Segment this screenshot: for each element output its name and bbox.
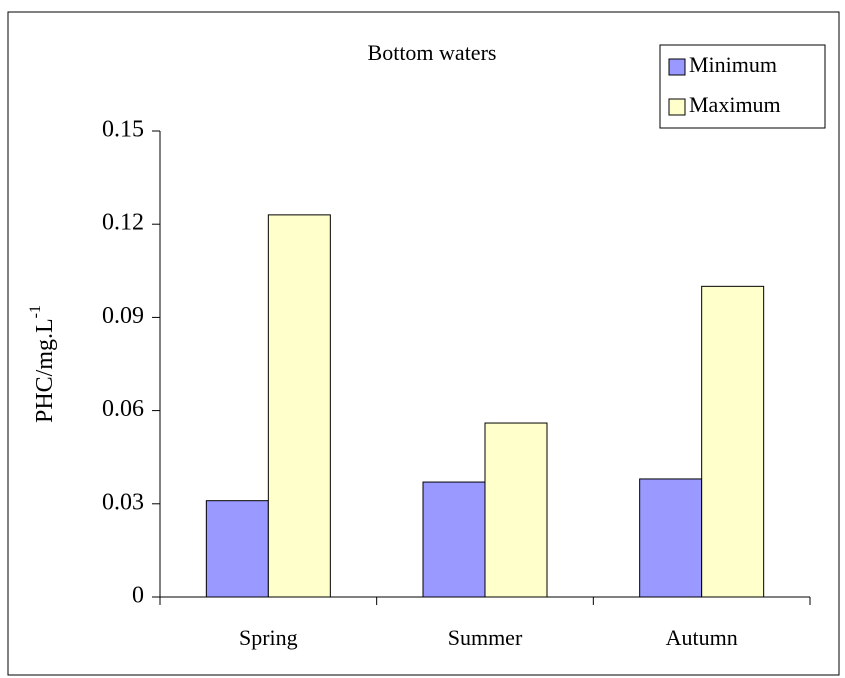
bar bbox=[639, 478, 703, 598]
y-axis-label-text: PHC/mg.L bbox=[32, 318, 58, 423]
y-tick-label: 0 bbox=[132, 583, 144, 609]
bar bbox=[267, 214, 331, 598]
y-tick-label: 0.03 bbox=[102, 489, 144, 515]
bar bbox=[701, 285, 765, 598]
y-axis-label: PHC/mg.L-1 bbox=[27, 305, 58, 423]
legend-label: Minimum bbox=[689, 52, 777, 77]
y-tick-label: 0.09 bbox=[102, 303, 144, 329]
legend-box bbox=[659, 44, 826, 129]
x-tick-label: Autumn bbox=[666, 625, 738, 650]
x-tick-label: Spring bbox=[239, 625, 298, 650]
bar bbox=[484, 422, 548, 598]
bar bbox=[205, 500, 269, 598]
y-tick-label: 0.06 bbox=[102, 396, 144, 422]
y-tick-label: 0.15 bbox=[102, 117, 144, 143]
legend-label: Maximum bbox=[689, 92, 781, 117]
y-tick-label: 0.12 bbox=[102, 210, 144, 236]
y-axis-label-superscript: -1 bbox=[27, 305, 44, 318]
x-tick-label: Summer bbox=[448, 625, 523, 650]
chart-title: Bottom waters bbox=[368, 40, 497, 65]
bar bbox=[422, 481, 486, 598]
legend-swatch bbox=[668, 98, 686, 116]
legend-swatch bbox=[668, 58, 686, 76]
